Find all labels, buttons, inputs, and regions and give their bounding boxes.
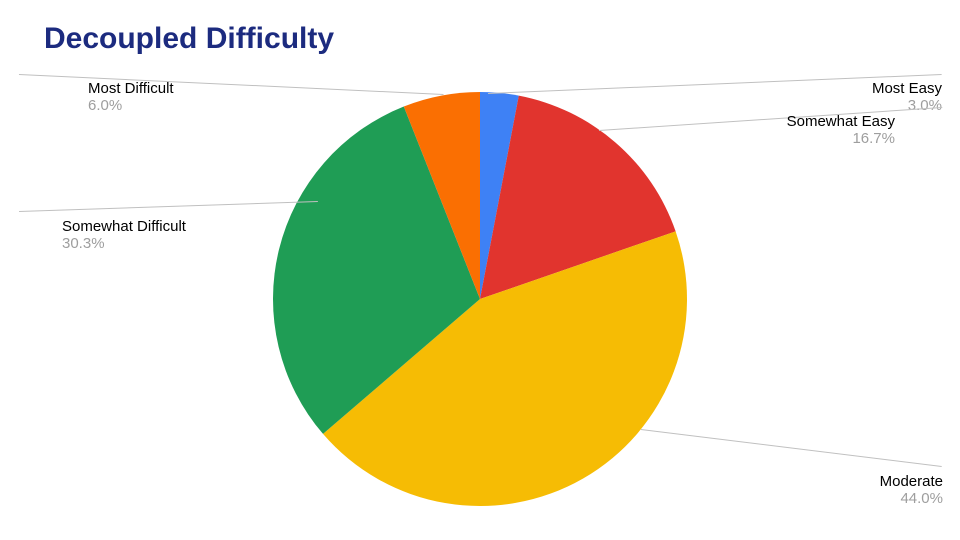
slide-title: Decoupled Difficulty xyxy=(44,22,334,56)
slice-label-1: Somewhat Easy16.7% xyxy=(787,113,895,147)
slice-label-3: Somewhat Difficult30.3% xyxy=(62,218,186,252)
slice-label-pct: 30.3% xyxy=(62,235,186,252)
slice-label-pct: 16.7% xyxy=(787,130,895,147)
slice-label-name: Moderate xyxy=(880,473,943,490)
slice-label-name: Most Easy xyxy=(872,80,942,97)
slide: Decoupled Difficulty Most Easy3.0%Somewh… xyxy=(0,0,960,540)
slice-label-name: Somewhat Difficult xyxy=(62,218,186,235)
slice-label-2: Moderate44.0% xyxy=(880,473,943,507)
pie-chart xyxy=(269,88,691,510)
slice-label-pct: 44.0% xyxy=(880,490,943,507)
slice-label-4: Most Difficult6.0% xyxy=(88,80,174,114)
leader-line-4 xyxy=(19,74,444,95)
slice-label-pct: 6.0% xyxy=(88,97,174,114)
slice-label-name: Most Difficult xyxy=(88,80,174,97)
slice-label-name: Somewhat Easy xyxy=(787,113,895,130)
